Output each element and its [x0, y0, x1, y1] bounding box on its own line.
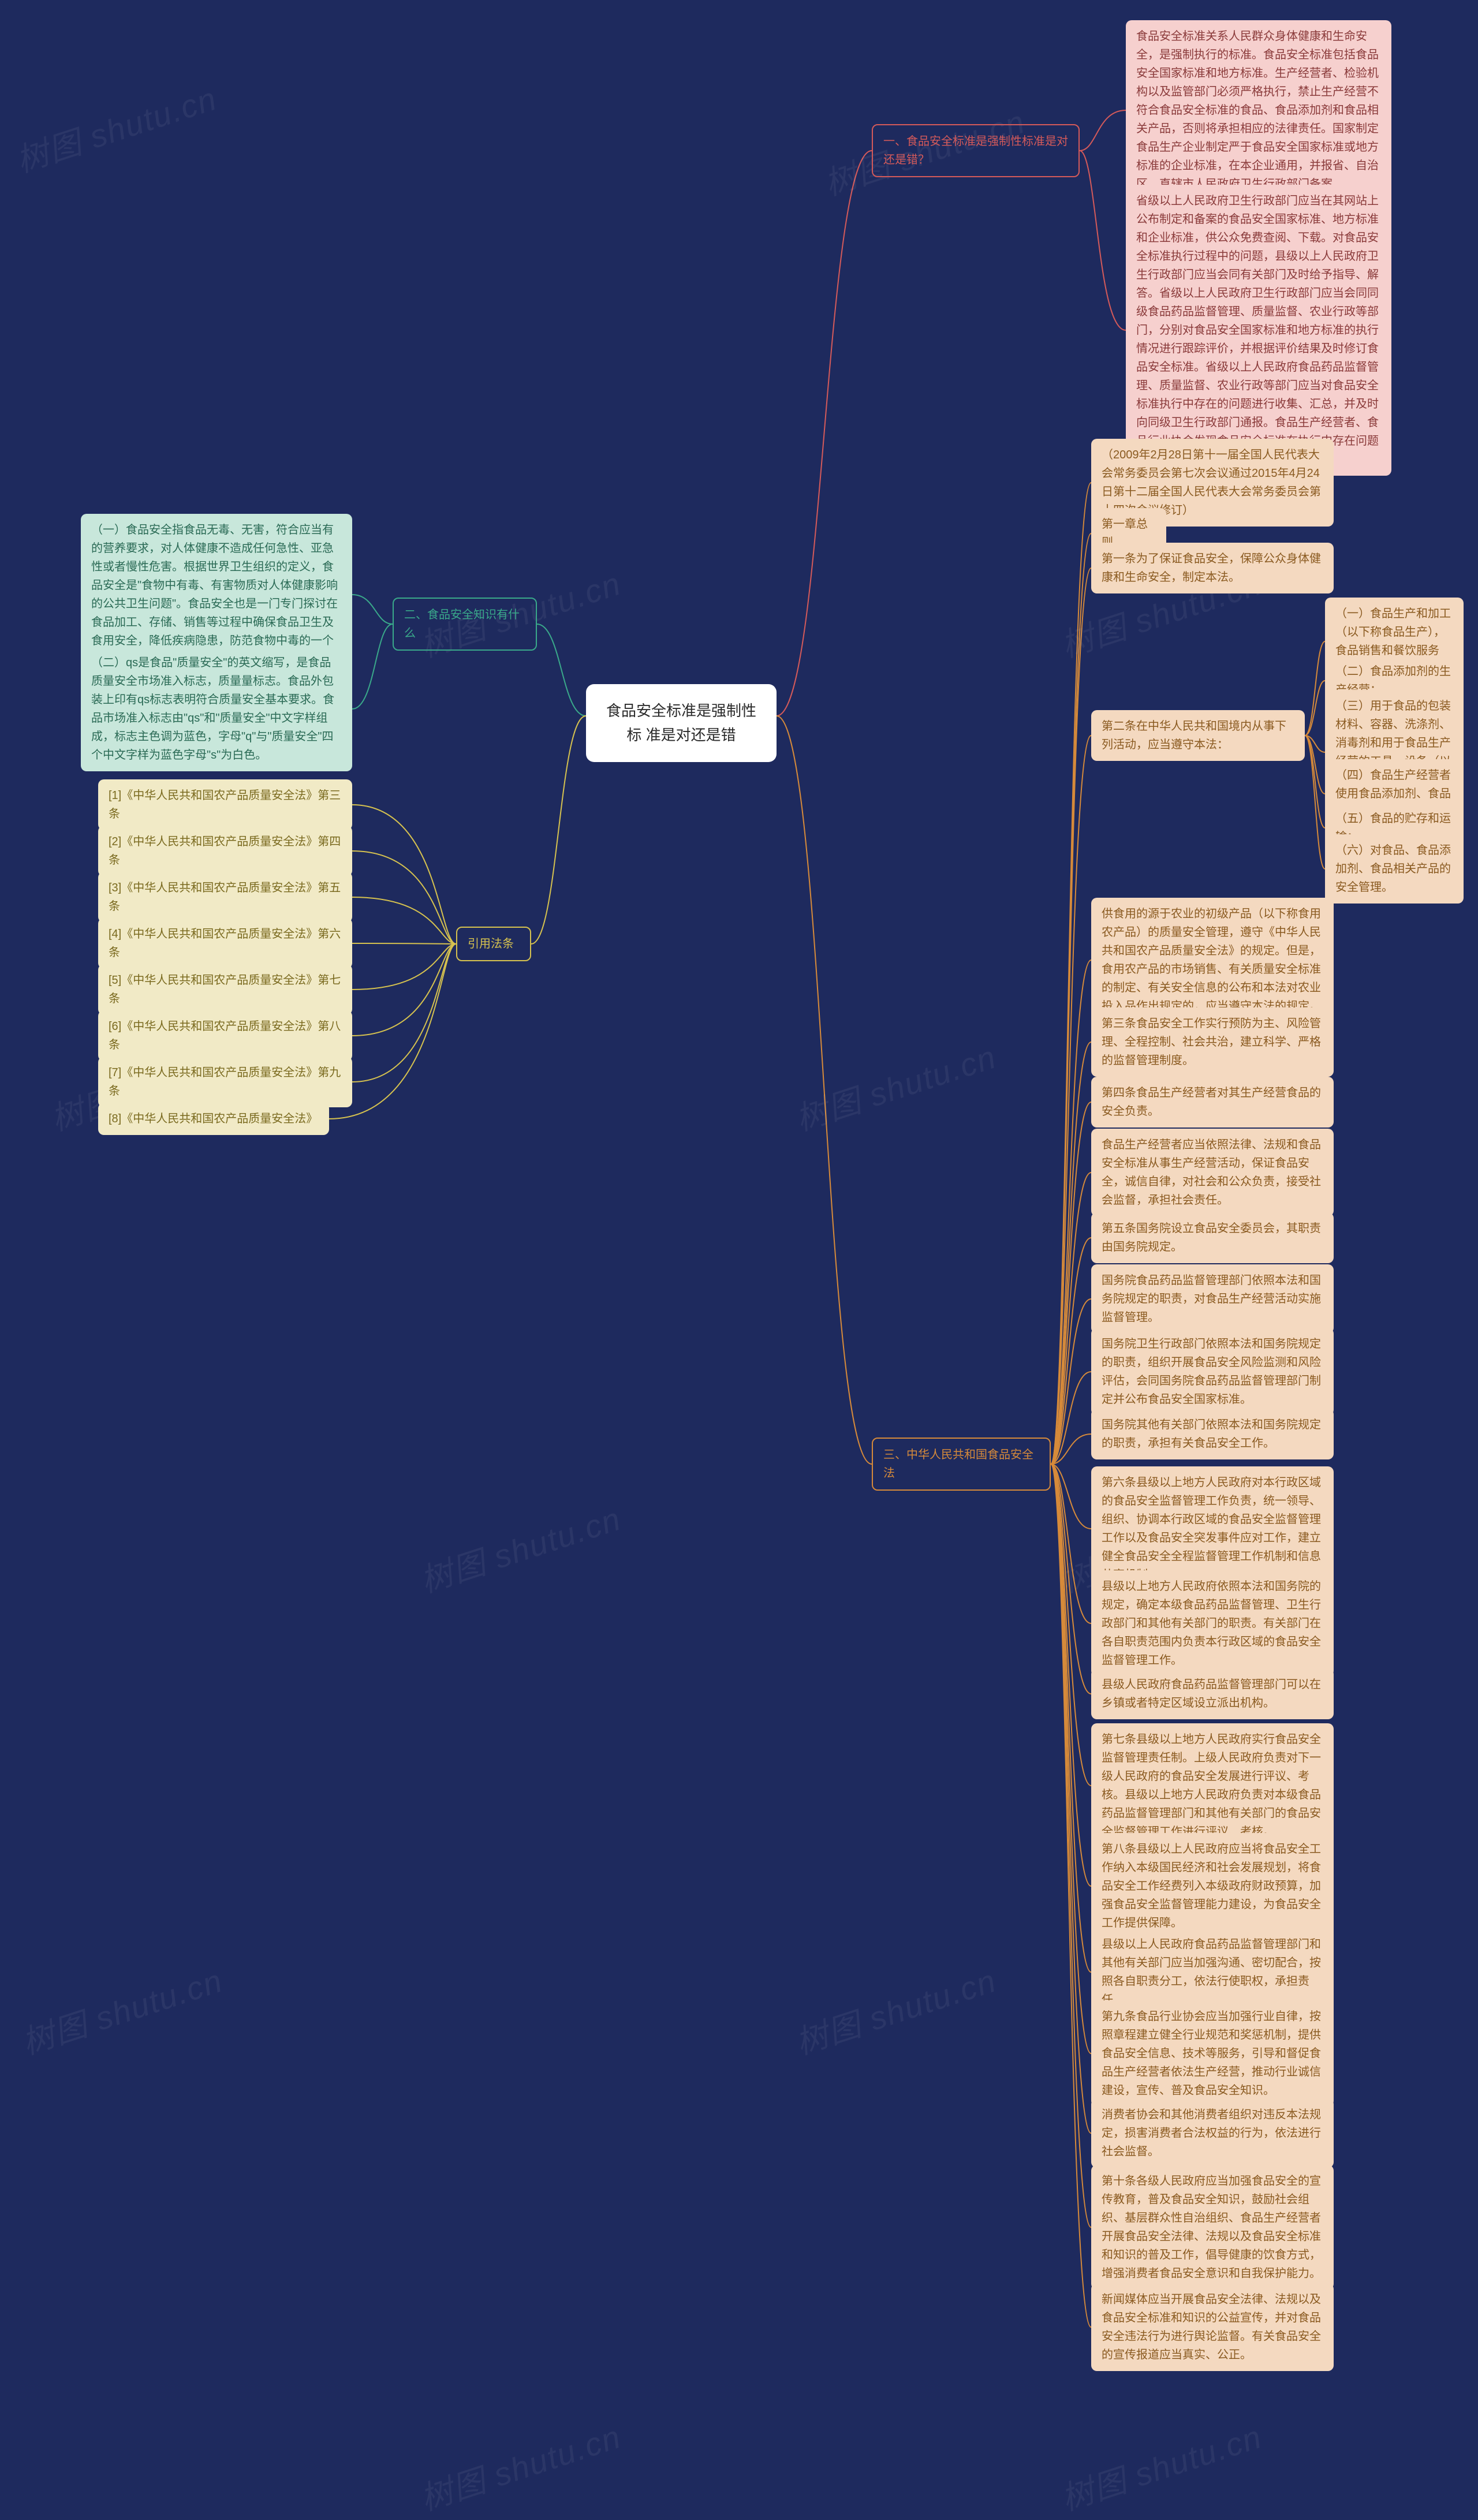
- leaf-node: 省级以上人民政府卫生行政部门应当在其网站上公布制定和备案的食品安全国家标准、地方…: [1126, 185, 1391, 476]
- leaf-node: 第七条县级以上地方人民政府实行食品安全监督管理责任制。上级人民政府负责对下一级人…: [1091, 1723, 1334, 1848]
- leaf-node: [6]《中华人民共和国农产品质量安全法》第八条: [98, 1010, 352, 1061]
- leaf-node: 国务院食品药品监督管理部门依照本法和国务院规定的职责，对食品生产经营活动实施监督…: [1091, 1264, 1334, 1334]
- subleaf-node: （六）对食品、食品添加剂、食品相关产品的安全管理。: [1325, 834, 1464, 904]
- leaf-node: [5]《中华人民共和国农产品质量安全法》第七条: [98, 964, 352, 1015]
- leaf-node: [7]《中华人民共和国农产品质量安全法》第九条: [98, 1056, 352, 1107]
- leaf-node: 国务院其他有关部门依照本法和国务院规定的职责，承担有关食品安全工作。: [1091, 1409, 1334, 1459]
- leaf-node: 新闻媒体应当开展食品安全法律、法规以及食品安全标准和知识的公益宣传，并对食品安全…: [1091, 2283, 1334, 2371]
- watermark: 树图 shutu.cn: [1054, 2411, 1267, 2520]
- leaf-node: 第三条食品安全工作实行预防为主、风险管理、全程控制、社会共治，建立科学、严格的监…: [1091, 1007, 1334, 1077]
- leaf-node: 县级人民政府食品药品监督管理部门可以在乡镇或者特定区域设立派出机构。: [1091, 1668, 1334, 1719]
- leaf-node: 县级以上地方人民政府依照本法和国务院的规定，确定本级食品药品监督管理、卫生行政部…: [1091, 1570, 1334, 1677]
- leaf-node: 第八条县级以上人民政府应当将食品安全工作纳入本级国民经济和社会发展规划，将食品安…: [1091, 1833, 1334, 1939]
- watermark: 树图 shutu.cn: [413, 1493, 626, 1602]
- leaf-node: 第四条食品生产经营者对其生产经营食品的安全负责。: [1091, 1077, 1334, 1128]
- leaf-node: 第九条食品行业协会应当加强行业自律，按照章程建立健全行业规范和奖惩机制，提供食品…: [1091, 2000, 1334, 2107]
- leaf-node: 第二条在中华人民共和国境内从事下列活动，应当遵守本法：: [1091, 710, 1305, 761]
- watermark: 树图 shutu.cn: [789, 1031, 1002, 1140]
- leaf-node: [1]《中华人民共和国农产品质量安全法》第三条: [98, 779, 352, 830]
- leaf-node: [3]《中华人民共和国农产品质量安全法》第五条: [98, 872, 352, 923]
- leaf-node: 第五条国务院设立食品安全委员会，其职责由国务院规定。: [1091, 1212, 1334, 1263]
- leaf-node: [2]《中华人民共和国农产品质量安全法》第四条: [98, 826, 352, 876]
- watermark: 树图 shutu.cn: [413, 2411, 626, 2520]
- leaf-node: 食品生产经营者应当依照法律、法规和食品安全标准从事生产经营活动，保证食品安全，诚…: [1091, 1129, 1334, 1216]
- watermark: 树图 shutu.cn: [789, 1955, 1002, 2064]
- branch-node: 引用法条: [456, 927, 531, 961]
- leaf-node: 消费者协会和其他消费者组织对违反本法规定，损害消费者合法权益的行为，依法进行社会…: [1091, 2099, 1334, 2168]
- leaf-node: 第十条各级人民政府应当加强食品安全的宣传教育，普及食品安全知识，鼓励社会组织、基…: [1091, 2165, 1334, 2290]
- branch-node: 一、食品安全标准是强制性标准是对还是错？: [872, 124, 1080, 177]
- branch-node: 二、食品安全知识有什么: [393, 598, 537, 651]
- branch-node: 三、中华人民共和国食品安全法: [872, 1438, 1051, 1491]
- leaf-node: 供食用的源于农业的初级产品（以下称食用农产品）的质量安全管理，遵守《中华人民共和…: [1091, 898, 1334, 1022]
- watermark: 树图 shutu.cn: [15, 1955, 228, 2064]
- leaf-node: （二）qs是食品"质量安全"的英文缩写，是食品质量安全市场准入标志，质量量标志。…: [81, 647, 352, 771]
- leaf-node: [8]《中华人民共和国农产品质量安全法》: [98, 1103, 329, 1135]
- leaf-node: [4]《中华人民共和国农产品质量安全法》第六条: [98, 918, 352, 969]
- root-node: 食品安全标准是强制性标 准是对还是错: [586, 684, 777, 762]
- watermark: 树图 shutu.cn: [9, 73, 222, 182]
- leaf-node: 食品安全标准关系人民群众身体健康和生命安全，是强制执行的标准。食品安全标准包括食…: [1126, 20, 1391, 200]
- leaf-node: 第一条为了保证食品安全，保障公众身体健康和生命安全，制定本法。: [1091, 543, 1334, 593]
- leaf-node: 国务院卫生行政部门依照本法和国务院规定的职责，组织开展食品安全风险监测和风险评估…: [1091, 1328, 1334, 1416]
